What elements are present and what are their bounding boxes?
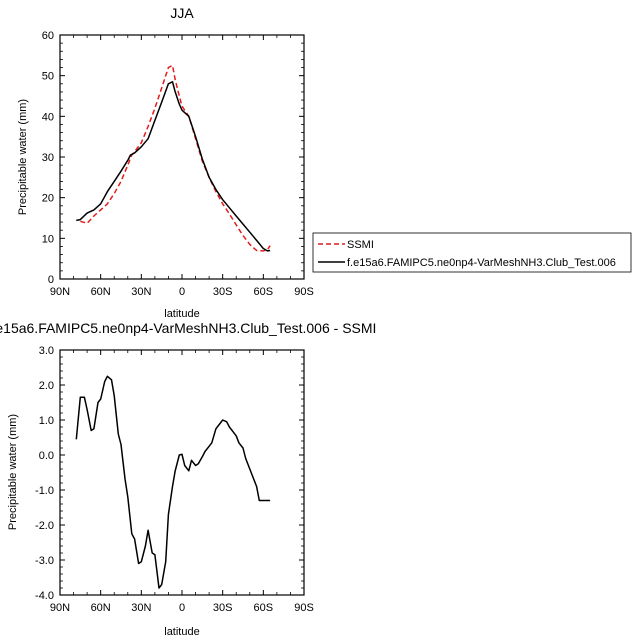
top-chart-x-tick-label-2: 30N — [131, 286, 151, 298]
top-chart-x-tick-label-4: 30S — [213, 286, 233, 298]
top-chart-title: JJA — [170, 5, 194, 21]
top-chart: JJA Precipitable water (mm) latitude 90N… — [17, 5, 314, 320]
bottom-chart-x-tick-label-4: 30S — [213, 602, 233, 614]
top-chart-y-tick-label-4: 40 — [42, 111, 54, 123]
bottom-chart-frame — [59, 349, 305, 596]
top-chart-series-line-1 — [76, 81, 271, 252]
top-chart-y-axis-label: Precipitable water (mm) — [17, 99, 29, 215]
top-chart-x-axis-label: latitude — [164, 308, 199, 320]
bottom-chart-series — [75, 375, 271, 589]
bottom-chart-y-tick-label-3: 0.0 — [39, 450, 54, 462]
top-chart-ticks: 90N 60N 30N 0 30S 60S 90S 0 10 20 30 40 50 60 — [42, 30, 314, 298]
bottom-chart-y-tick-label-0: 3.0 — [39, 345, 54, 357]
top-chart-y-tick-label-5: 50 — [42, 71, 54, 83]
bottom-chart-ticks: 90N 60N 30N 0 30S 60S 90S 3.0 2.0 1.0 0.0 -1.0 -2.0 -… — [35, 345, 314, 614]
legend-label-ssmi: SSMI — [347, 239, 374, 251]
legend-box — [312, 232, 632, 273]
bottom-chart-series-line-0 — [75, 375, 271, 589]
bottom-chart-y-tick-label-2: 1.0 — [39, 415, 54, 427]
bottom-chart-y-tick-label-6: -3.0 — [35, 555, 54, 567]
bottom-chart-y-tick-label-5: -2.0 — [35, 520, 54, 532]
bottom-chart-x-tick-label-2: 30N — [131, 602, 151, 614]
top-chart-y-tick-label-3: 30 — [42, 152, 54, 164]
bottom-chart-y-tick-label-1: 2.0 — [39, 380, 54, 392]
top-chart-series — [76, 64, 271, 252]
bottom-chart-x-axis-label: latitude — [164, 626, 199, 638]
bottom-chart-x-tick-label-3: 0 — [179, 602, 185, 614]
top-chart-y-tick-label-6: 60 — [42, 30, 54, 42]
bottom-chart-y-axis-label: Precipitable water (mm) — [7, 414, 19, 530]
bottom-chart-title: f.e15a6.FAMIPC5.ne0np4-VarMeshNH3.Club_T… — [0, 320, 376, 336]
bottom-chart-x-tick-label-5: 60S — [254, 602, 274, 614]
bottom-chart-x-tick-label-0: 90N — [50, 602, 70, 614]
bottom-chart-x-tick-label-6: 90S — [294, 602, 314, 614]
top-chart-y-tick-label-1: 10 — [42, 233, 54, 245]
top-chart-frame — [59, 34, 305, 280]
top-chart-y-tick-label-0: 0 — [48, 274, 54, 286]
top-chart-x-tick-label-5: 60S — [254, 286, 274, 298]
legend-label-model: f.e15a6.FAMIPC5.ne0np4-VarMeshNH3.Club_T… — [347, 257, 616, 269]
top-chart-x-tick-label-0: 90N — [50, 286, 70, 298]
top-chart-x-tick-label-6: 90S — [294, 286, 314, 298]
bottom-chart: f.e15a6.FAMIPC5.ne0np4-VarMeshNH3.Club_T… — [0, 320, 376, 638]
bottom-chart-y-tick-label-4: -1.0 — [35, 485, 54, 497]
top-chart-x-tick-label-3: 0 — [179, 286, 185, 298]
top-chart-series-line-0 — [80, 64, 271, 252]
top-chart-x-tick-label-1: 60N — [91, 286, 111, 298]
top-chart-y-tick-label-2: 20 — [42, 193, 54, 205]
bottom-chart-y-tick-label-7: -4.0 — [35, 590, 54, 602]
legend: SSMI f.e15a6.FAMIPC5.ne0np4-VarMeshNH3.C… — [312, 232, 632, 273]
bottom-chart-x-tick-label-1: 60N — [91, 602, 111, 614]
